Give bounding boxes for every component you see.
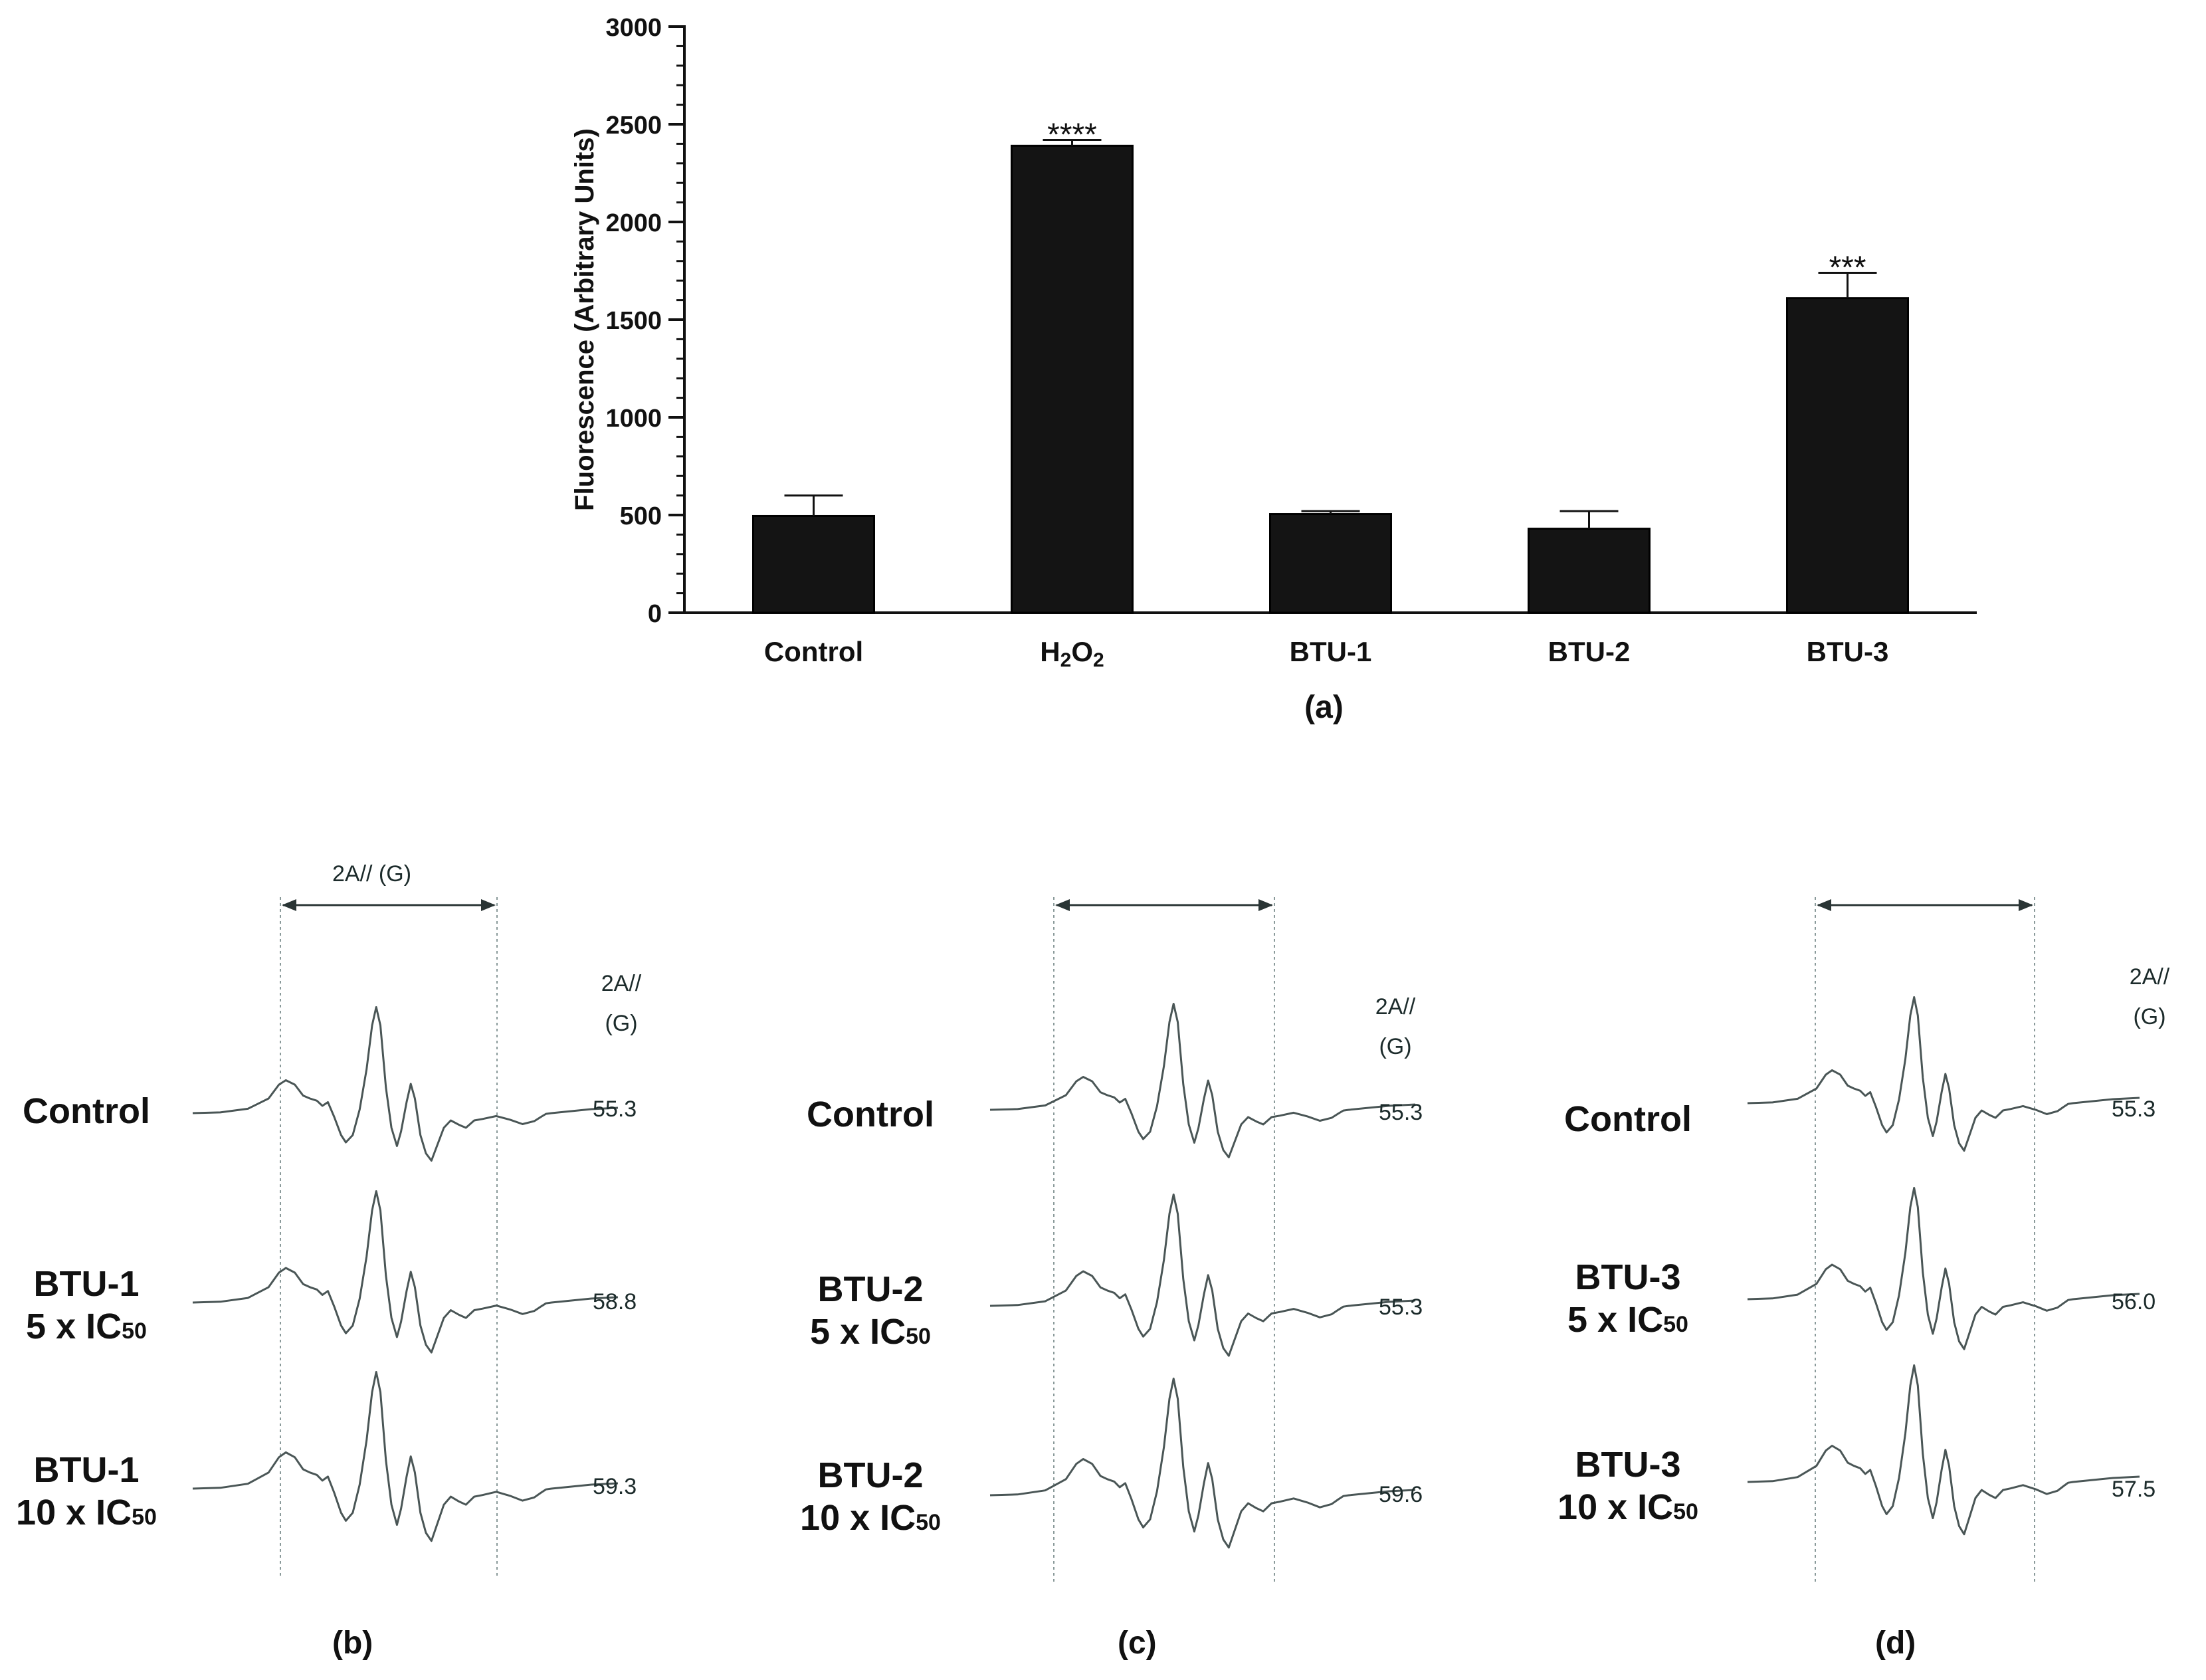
bar-0 xyxy=(752,514,875,614)
sample-label-c-1: BTU-2 5 x IC50 xyxy=(810,1269,931,1352)
epr-trace-0-1 xyxy=(192,1190,619,1354)
epr-panel-b: 2A// (G) 2A//(G) Control BTU-1 5 x IC50 B… xyxy=(0,824,731,1680)
panel-label-a: (a) xyxy=(1304,690,1344,725)
panel-letter-d: (d) xyxy=(1875,1626,1916,1661)
arrowhead-left-1 xyxy=(1055,899,1070,911)
x-tick-label-3: BTU-2 xyxy=(1548,636,1631,667)
y-axis-label: Fluorescence (Arbitrary Units) xyxy=(570,128,599,511)
x-tick-label-2: BTU-1 xyxy=(1290,636,1372,667)
sample-label-d-2: BTU-3 10 x IC50 xyxy=(1557,1445,1698,1527)
panel-letter-c: (c) xyxy=(1118,1626,1157,1661)
epr-trace-0-0 xyxy=(192,1006,619,1162)
epr-trace-2-2 xyxy=(1747,1364,2140,1536)
unit-label-d: 2A//(G) xyxy=(2129,964,2170,1029)
sample-label-d-0: Control xyxy=(1564,1099,1692,1139)
sample-label-b-2: BTU-1 10 x IC50 xyxy=(16,1450,157,1532)
value-c-0: 55.3 xyxy=(1379,1100,1423,1125)
y-tick-label-1: 500 xyxy=(620,502,662,530)
sample-label-c-0: Control xyxy=(807,1095,934,1134)
arrowhead-right-2 xyxy=(2019,899,2033,911)
value-d-0: 55.3 xyxy=(2112,1097,2156,1122)
epr-panel-c: 2A//(G) Control BTU-2 5 x IC50 BTU-2 10 x … xyxy=(771,824,1502,1680)
bar-4 xyxy=(1786,297,1909,614)
epr-spectra-d xyxy=(1747,897,2140,1582)
bar-2 xyxy=(1269,513,1392,614)
arrowhead-right-0 xyxy=(481,899,496,911)
y-tick-label-3: 1500 xyxy=(605,307,662,335)
epr-trace-1-1 xyxy=(989,1194,1416,1357)
unit-label-c: 2A//(G) xyxy=(1375,994,1416,1059)
x-tick-label-4: BTU-3 xyxy=(1807,636,1889,667)
panel-letter-b: (b) xyxy=(332,1626,373,1661)
dimension-label-b: 2A// (G) xyxy=(332,861,412,887)
sample-label-d-1: BTU-3 5 x IC50 xyxy=(1567,1257,1688,1340)
value-d-2: 57.5 xyxy=(2112,1477,2156,1502)
y-tick-label-6: 3000 xyxy=(605,14,662,42)
sample-label-b-1: BTU-1 5 x IC50 xyxy=(26,1264,147,1346)
value-b-2: 59.3 xyxy=(593,1474,637,1499)
epr-panel-d: 2A//(G) Control BTU-3 5 x IC50 BTU-3 10 x … xyxy=(1528,824,2206,1680)
y-tick-label-0: 0 xyxy=(648,600,662,628)
significance-4: *** xyxy=(1829,250,1866,285)
value-c-2: 59.6 xyxy=(1379,1482,1423,1507)
arrowhead-right-1 xyxy=(1258,899,1273,911)
epr-trace-1-2 xyxy=(989,1378,1416,1549)
x-tick-label-0: Control xyxy=(764,636,863,667)
sample-label-b-0: Control xyxy=(23,1091,150,1131)
value-b-1: 58.8 xyxy=(593,1289,637,1314)
epr-trace-1-0 xyxy=(989,1003,1416,1158)
epr-trace-0-2 xyxy=(192,1371,619,1542)
value-b-0: 55.3 xyxy=(593,1097,637,1122)
epr-trace-2-1 xyxy=(1747,1187,2140,1350)
significance-1: **** xyxy=(1047,118,1097,153)
bar-chart: 0 500 1000 1500 2000 2500 3000 Fluorescence (Ar… xyxy=(570,14,1977,725)
x-tick-label-1: H2O2 xyxy=(1040,636,1104,671)
epr-spectra-c xyxy=(989,897,1416,1582)
value-d-1: 56.0 xyxy=(2112,1289,2156,1314)
unit-label-b: 2A//(G) xyxy=(601,971,642,1036)
value-c-1: 55.3 xyxy=(1379,1295,1423,1320)
y-tick-label-4: 2000 xyxy=(605,209,662,237)
arrowhead-left-2 xyxy=(1817,899,1831,911)
epr-trace-2-0 xyxy=(1747,996,2140,1152)
bar-1 xyxy=(1011,144,1134,614)
epr-spectra-b xyxy=(192,897,619,1578)
arrowhead-left-0 xyxy=(282,899,296,911)
y-tick-label-5: 2500 xyxy=(605,112,662,140)
bar-3 xyxy=(1528,528,1651,614)
y-tick-label-2: 1000 xyxy=(605,405,662,433)
sample-label-c-2: BTU-2 10 x IC50 xyxy=(800,1455,941,1538)
